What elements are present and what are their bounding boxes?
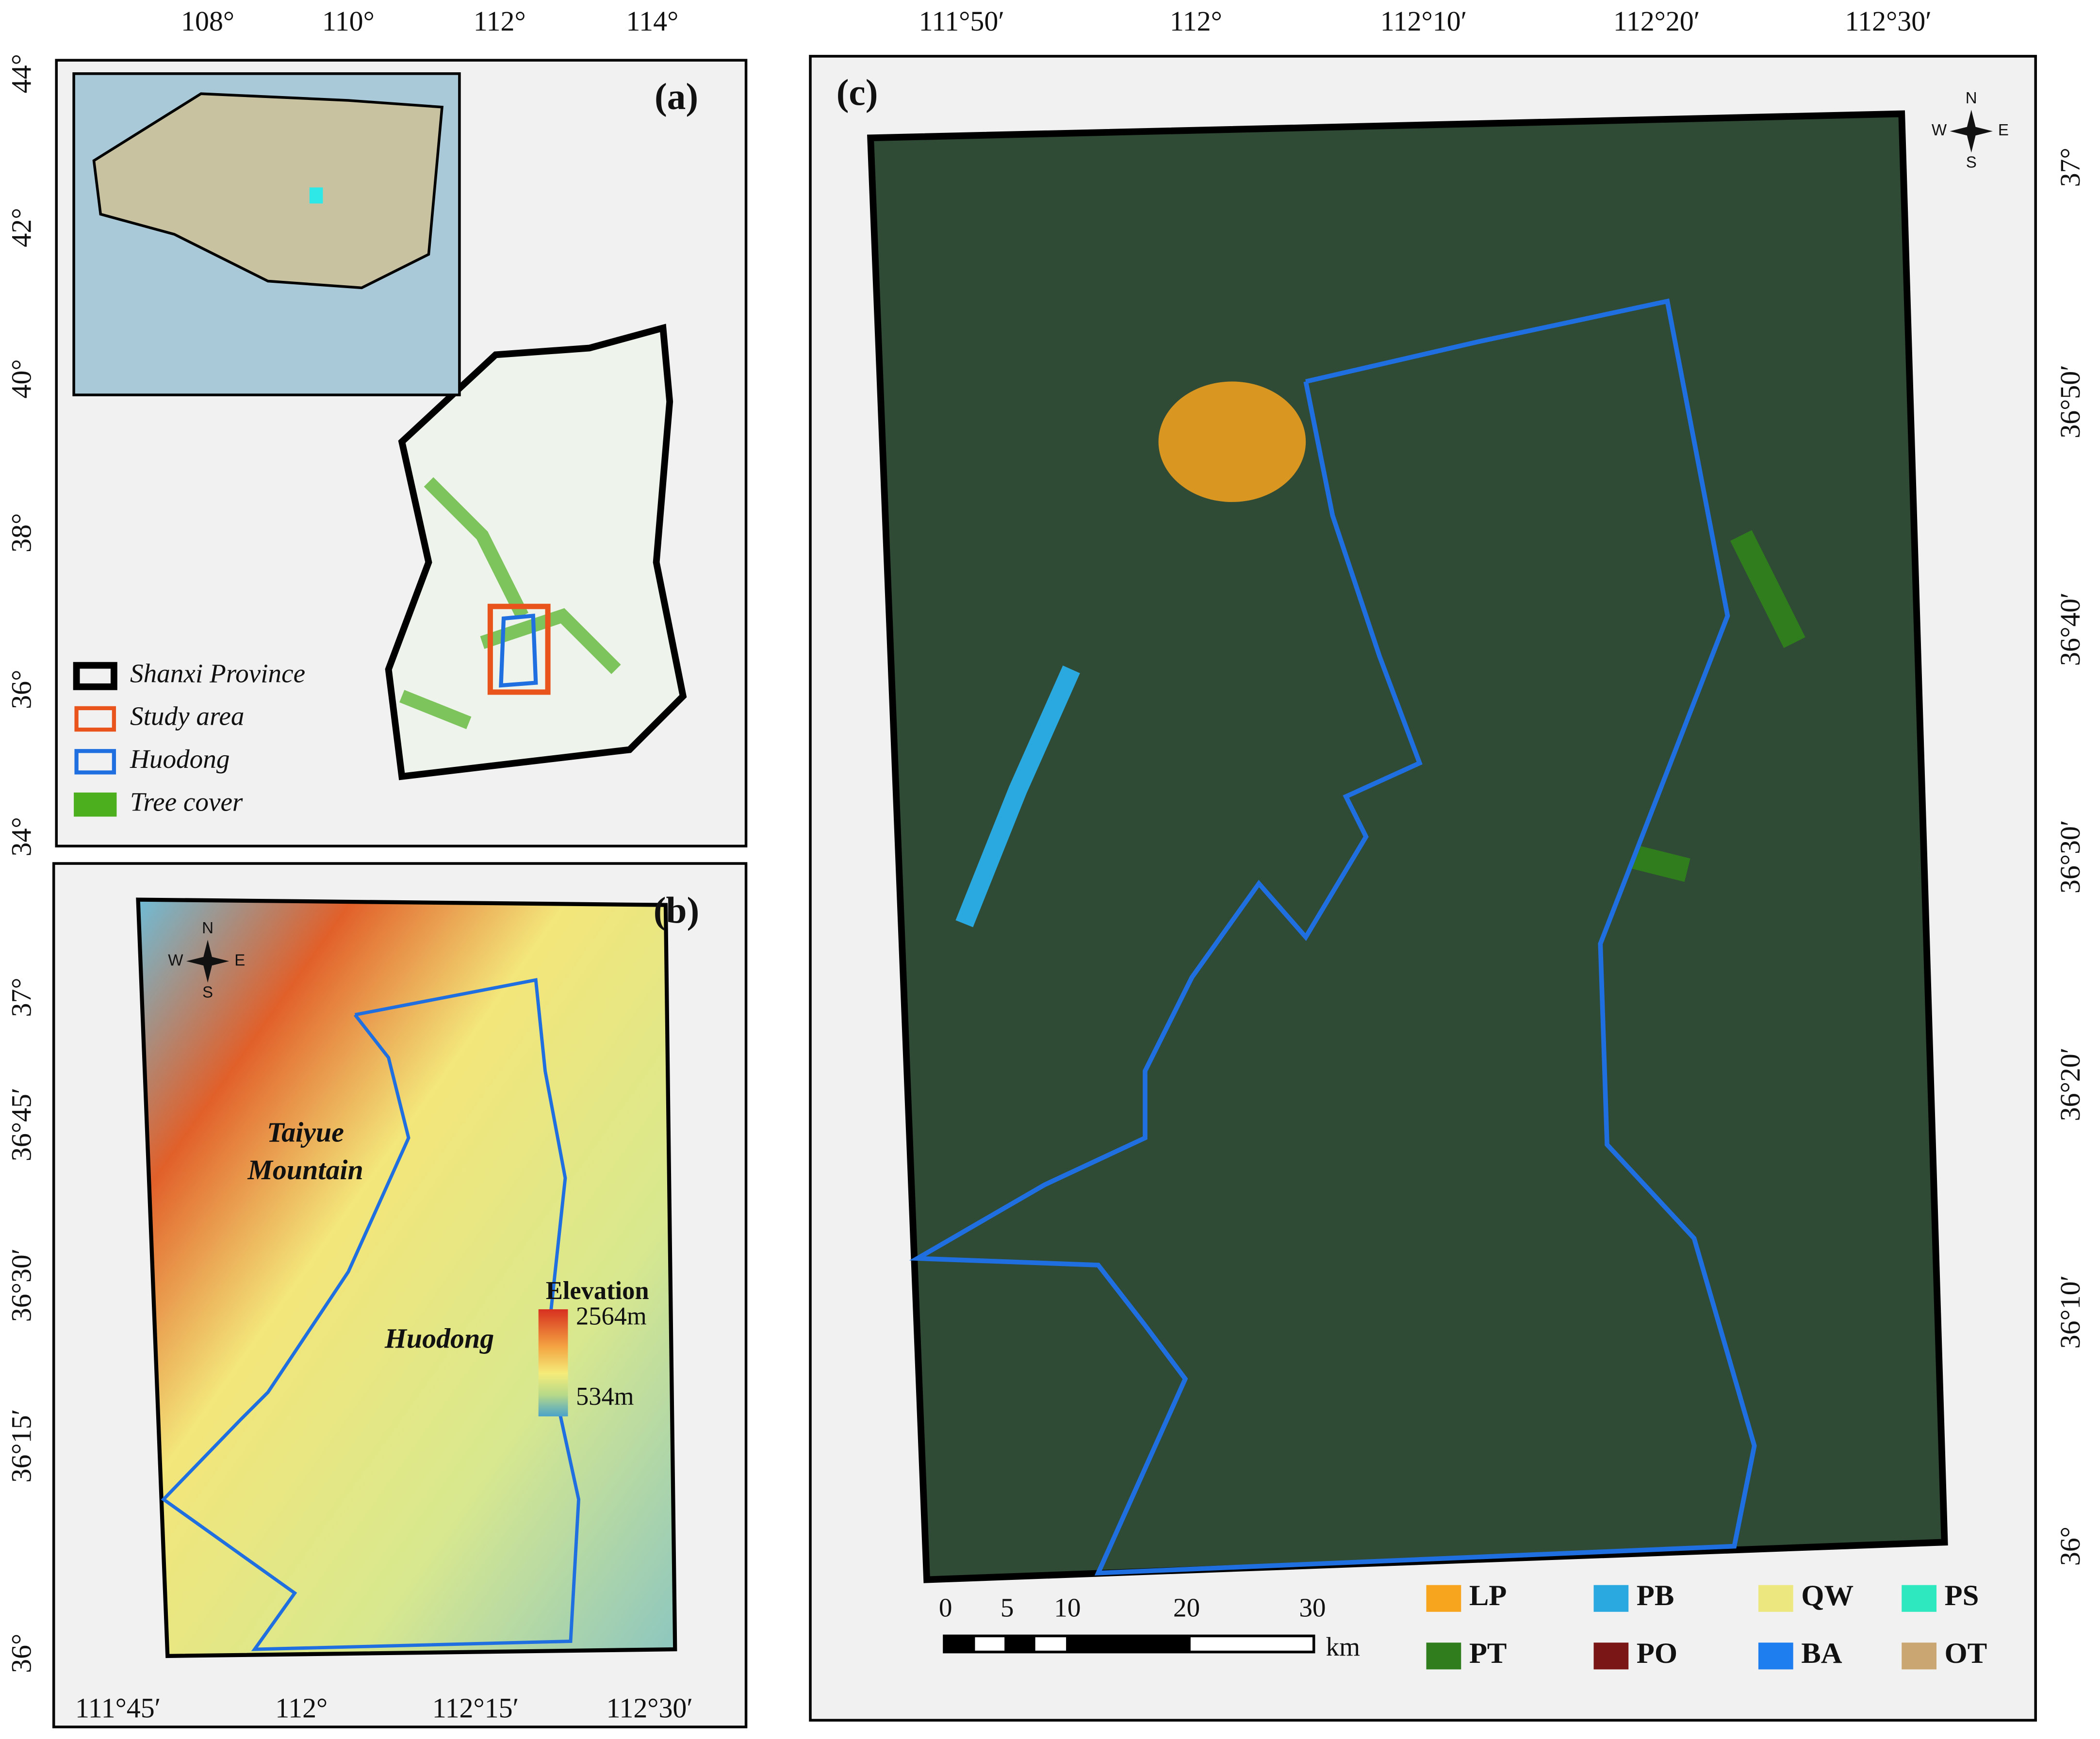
tick-label: 111°50′ (919, 5, 1004, 37)
annotation: Huodong (384, 1323, 494, 1354)
scale-label: 0 (939, 1593, 952, 1623)
legend-swatch (1593, 1585, 1629, 1612)
legend-swatch (1902, 1642, 1936, 1670)
compass-label: E (234, 951, 245, 969)
compass-label: W (1932, 121, 1947, 139)
inset-highlight (309, 187, 323, 204)
scale-segment (944, 1636, 975, 1652)
legend-text: 2564m (576, 1302, 647, 1330)
tick-label: 36° (5, 670, 37, 709)
pt-patches (1631, 530, 1805, 882)
pb-patches (955, 666, 1080, 927)
tick-label: 38° (5, 513, 37, 553)
legend-swatch (74, 792, 117, 817)
legend-swatch (1902, 1585, 1936, 1612)
legend-text: PT (1469, 1637, 1507, 1670)
tick-label: 37° (5, 978, 37, 1017)
legend-swatch (73, 662, 117, 690)
tick-label: 112° (1170, 5, 1222, 37)
legend-text: PB (1637, 1579, 1674, 1612)
tick-label: 114° (626, 5, 678, 37)
tick-label: 36° (2054, 1527, 2086, 1566)
tick-label: 36°15′ (5, 1409, 37, 1483)
scale-label: 20 (1173, 1593, 1200, 1623)
tick-label: 112°10′ (1380, 5, 1467, 37)
dem-map (136, 897, 677, 1658)
legend-text: Shanxi Province (130, 658, 305, 688)
tick-label: 36°30′ (2054, 820, 2086, 894)
lp-patches (1158, 381, 1306, 502)
legend-swatch (1426, 1642, 1461, 1670)
satellite-image (867, 110, 1948, 1583)
huodong-outline (499, 613, 538, 688)
scale-label: 30 (1299, 1593, 1326, 1623)
legend-text: OT (1945, 1637, 1987, 1670)
tick-label: 112°30′ (607, 1692, 693, 1723)
legend-swatch (74, 749, 116, 775)
legend-swatch (1593, 1642, 1629, 1670)
tick-label: 112°15′ (432, 1692, 519, 1723)
tick-label: 36°30′ (5, 1249, 37, 1322)
tick-label: 37° (2054, 147, 2086, 187)
tick-label: 40° (5, 359, 37, 398)
compass-label: N (1966, 89, 1977, 107)
elevation-ramp (538, 1309, 568, 1416)
legend-text: PS (1945, 1579, 1979, 1612)
annotation: Mountain (247, 1154, 363, 1186)
tick-label: 36°20′ (2054, 1048, 2086, 1121)
compass-star (1950, 110, 1993, 153)
huodong-boundary (909, 298, 1757, 1576)
tick-label: 112°30′ (1845, 5, 1932, 37)
legend-swatch (74, 706, 116, 732)
compass-label: S (1966, 153, 1977, 171)
compass-star (186, 940, 230, 983)
legend-text: Study area (130, 701, 245, 731)
compass-label: E (1998, 121, 2009, 139)
tick-label: 34° (5, 817, 37, 856)
panel-label: (a) (655, 76, 698, 117)
tick-label: 112° (474, 5, 526, 37)
tick-label: 44° (5, 54, 37, 93)
tick-label: 108° (181, 5, 234, 37)
legend-text: Huodong (130, 744, 230, 774)
legend-text: 534m (576, 1382, 634, 1411)
compass-label: W (168, 951, 183, 969)
tick-label: 36° (5, 1634, 37, 1673)
scale-segment (1066, 1636, 1191, 1652)
tick-label: 36°50′ (2054, 365, 2086, 439)
tick-label: 111°45′ (75, 1692, 161, 1723)
panel-label: (c) (837, 71, 878, 113)
legend-swatch (1758, 1585, 1793, 1612)
legend-text: QW (1801, 1579, 1854, 1612)
legend-text: PO (1637, 1637, 1677, 1670)
legend-text: Tree cover (130, 787, 243, 816)
tree-cover (399, 477, 621, 730)
tick-label: 112° (275, 1692, 328, 1723)
study-area (487, 603, 551, 695)
legend-title: Elevation (546, 1277, 649, 1305)
tick-label: 36°10′ (2054, 1275, 2086, 1349)
huodong-boundary (161, 978, 581, 1651)
scale-label: 10 (1054, 1593, 1081, 1623)
scale-segment (1004, 1636, 1035, 1652)
tick-label: 42° (5, 208, 37, 247)
tick-label: 36°45′ (5, 1088, 37, 1161)
scale-label: 5 (1001, 1593, 1014, 1623)
legend-swatch (1758, 1642, 1793, 1670)
annotation: Taiyue (267, 1117, 344, 1148)
tick-label: 112°20′ (1613, 5, 1700, 37)
legend-text: BA (1801, 1637, 1842, 1670)
china-outline (92, 92, 444, 290)
scale-label: km (1326, 1632, 1361, 1661)
scale-bar (943, 1634, 1315, 1654)
panel-label: (b) (654, 890, 699, 931)
compass-label: S (202, 984, 213, 1002)
tick-label: 36°40′ (2054, 592, 2086, 666)
compass-label: N (202, 919, 213, 937)
legend-swatch (1426, 1585, 1461, 1612)
tick-label: 110° (322, 5, 375, 37)
legend-text: LP (1469, 1579, 1507, 1612)
